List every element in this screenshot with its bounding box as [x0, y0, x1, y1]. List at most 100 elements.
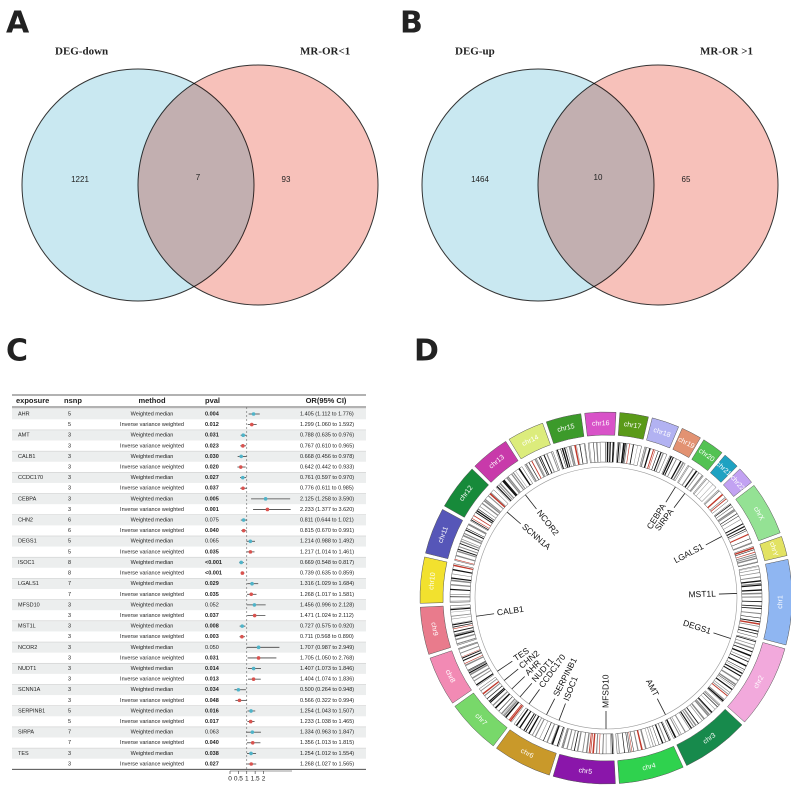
cytoband: [488, 687, 505, 702]
nsnp: 3: [68, 655, 71, 661]
pval: 0.037: [205, 613, 219, 619]
cytoband: [655, 452, 664, 472]
cytoband: [473, 670, 492, 682]
or-ci: 1.356 (1.013 to 1.815): [300, 740, 354, 746]
panel-letter: B: [400, 6, 423, 41]
or-point: [263, 497, 268, 501]
cytoband: [573, 731, 579, 751]
column-header: pval: [205, 396, 220, 405]
cytoband: [695, 480, 710, 497]
cytoband: [531, 460, 542, 479]
column-header: method: [138, 396, 166, 405]
nsnp: 5: [68, 422, 71, 428]
cytoband: [740, 618, 761, 623]
cytoband: [728, 530, 747, 540]
cytoband: [718, 674, 735, 687]
column-header: nsnp: [64, 396, 82, 405]
cytoband: [723, 665, 742, 677]
or-ci: 1.254 (1.012 to 1.554): [300, 751, 354, 757]
cytoband: [651, 450, 659, 470]
cytoband: [708, 686, 725, 701]
method: Weighted median: [131, 730, 174, 736]
cytoband: [468, 662, 488, 674]
exposure: NUDT1: [18, 666, 36, 672]
cytoband: [466, 527, 485, 538]
pval: 0.012: [205, 422, 219, 428]
cytoband: [576, 444, 581, 465]
gene-connector: [705, 536, 722, 546]
cytoband: [701, 694, 716, 710]
cytoband: [741, 584, 762, 588]
cytoband: [611, 733, 614, 754]
cytoband: [721, 669, 739, 682]
nsnp: 3: [68, 624, 71, 630]
cytoband: [717, 675, 734, 688]
set-label: DEG-up: [455, 46, 495, 58]
method: Inverse variance weighted: [120, 464, 184, 470]
group-band: [12, 642, 366, 653]
pval: 0.027: [205, 475, 219, 481]
cytoband: [681, 468, 694, 486]
group-band: [12, 429, 366, 441]
pval: 0.040: [205, 740, 219, 746]
panel-letter: D: [414, 334, 439, 369]
cytoband: [629, 444, 634, 465]
cytoband: [725, 661, 744, 672]
or-point: [241, 518, 246, 522]
or-point: [240, 571, 245, 575]
ideogram: [524, 451, 560, 483]
cytoband: [482, 681, 500, 695]
group-band: [12, 748, 366, 759]
nsnp: 3: [68, 645, 71, 651]
cytoband: [622, 443, 626, 464]
chromosome-arc: [496, 729, 557, 776]
cytoband: [451, 577, 472, 582]
pval: <0.001: [205, 560, 222, 566]
chromosome-label: chr9: [429, 622, 438, 637]
or-ci: 0.767 (0.610 to 0.965): [300, 443, 354, 449]
chromosome-arc: [419, 556, 448, 604]
nsnp: 7: [68, 592, 71, 598]
cytoband: [483, 500, 501, 514]
chromosome-arc: [722, 468, 752, 497]
cytoband: [489, 688, 506, 703]
chromosome-arc: [691, 439, 723, 471]
or-ci: 0.811 (0.644 to 1.021): [300, 518, 354, 524]
cytoband: [691, 703, 705, 720]
cytoband: [540, 456, 550, 475]
cytoband: [465, 529, 484, 540]
method: Inverse variance weighted: [120, 549, 184, 555]
cytoband: [730, 651, 750, 660]
nsnp: 5: [68, 708, 71, 714]
nsnp: 3: [68, 475, 71, 481]
pval: 0.065: [205, 539, 219, 545]
cytoband: [621, 732, 625, 753]
or-point: [236, 687, 241, 692]
cytoband: [569, 445, 576, 466]
cytoband: [467, 661, 487, 672]
cytoband: [604, 442, 607, 463]
cytoband: [740, 572, 760, 577]
chromosome-arc: [508, 422, 551, 460]
cytoband: [454, 630, 475, 637]
or-point: [240, 634, 244, 639]
chromosome-arc: [763, 559, 791, 646]
nsnp: 5: [68, 539, 71, 545]
cytoband: [740, 615, 761, 619]
cytoband: [629, 731, 634, 752]
or-ci: 1.214 (0.988 to 1.492): [300, 539, 354, 545]
or-point: [252, 613, 257, 618]
or-ci: 1.456 (0.996 to 2.128): [300, 602, 354, 608]
cytoband: [539, 720, 549, 740]
cytoband: [582, 732, 587, 753]
cytoband: [723, 519, 741, 530]
venn-count: 1221: [71, 175, 89, 184]
pval: 0.050: [205, 645, 219, 651]
or-point: [241, 486, 245, 491]
cytoband: [720, 513, 738, 525]
cytoband: [648, 449, 656, 469]
or-ci: 0.642 (0.442 to 0.933): [300, 464, 354, 470]
cytoband: [683, 708, 697, 726]
cytoband: [518, 468, 531, 486]
cytoband: [479, 506, 497, 519]
